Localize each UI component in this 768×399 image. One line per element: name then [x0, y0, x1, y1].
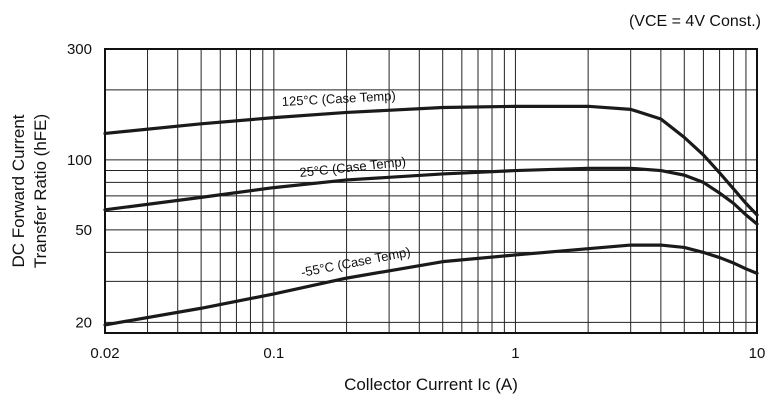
x-tick-label: 10	[749, 345, 766, 362]
plot-frame	[104, 48, 758, 334]
curves	[103, 104, 759, 327]
condition-note: (VCE = 4V Const.)	[629, 13, 761, 30]
y-tick-label: 20	[75, 314, 92, 331]
y-axis-title-line1: DC Forward Current	[9, 114, 28, 267]
y-tick-label: 50	[75, 222, 92, 239]
grid	[105, 49, 757, 333]
x-tick-labels: 0.02 0.1 1 10	[90, 345, 765, 362]
y-tick-labels: 20 50 100 300	[67, 41, 92, 331]
x-tick-label: 0.1	[263, 345, 284, 362]
x-tick-label: 0.02	[90, 345, 119, 362]
y-tick-label: 300	[67, 41, 92, 58]
series-label-minus55c: -55°C (Case Temp)	[300, 244, 412, 280]
x-axis-title: Collector Current Ic (A)	[344, 375, 518, 394]
series-label-125c: 125°C (Case Temp)	[281, 88, 396, 109]
y-axis-title-line2: Transfer Ratio (hFE)	[31, 114, 50, 268]
y-tick-label: 100	[67, 152, 92, 169]
x-tick-label: 1	[511, 345, 519, 362]
curve-25c	[103, 166, 759, 226]
curve-125c	[103, 104, 759, 217]
curve-minus55c	[103, 243, 759, 327]
